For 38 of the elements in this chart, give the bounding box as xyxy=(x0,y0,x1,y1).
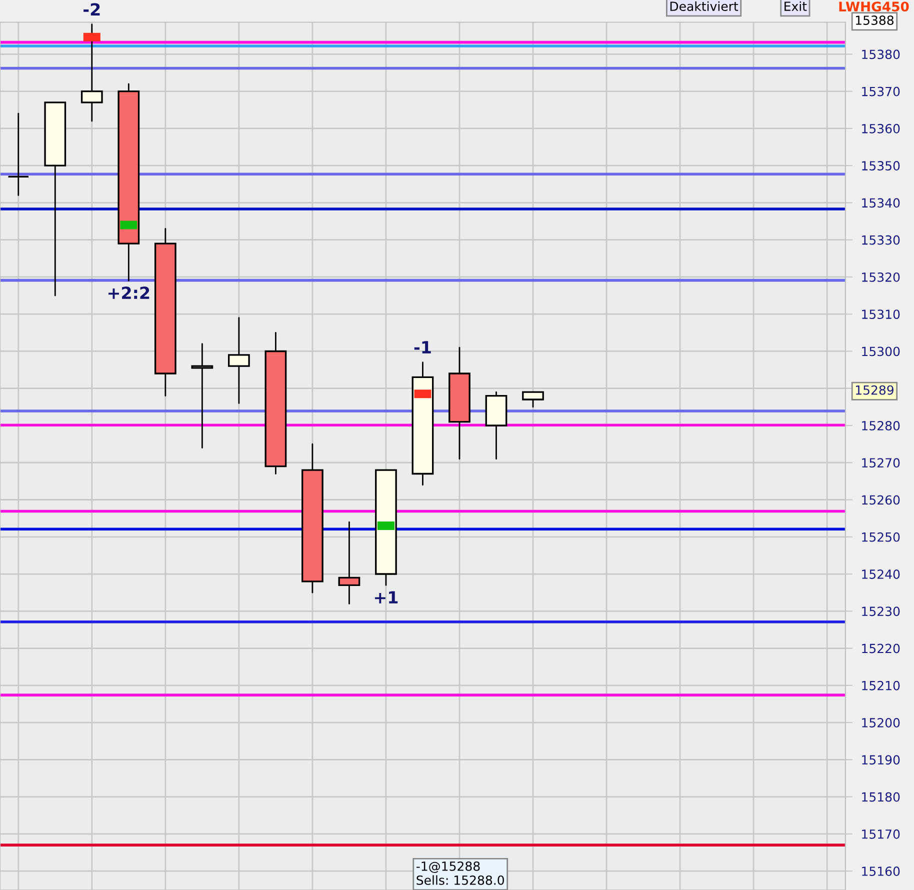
y-tick-label: 15240 xyxy=(862,569,900,579)
text: -2 xyxy=(84,3,100,16)
text: Deaktiviert xyxy=(670,1,738,12)
y-tick-label: 15210 xyxy=(862,680,900,690)
y-tick-label: 15230 xyxy=(862,606,900,616)
annotation: -1@15288 Sells: 15288.0 xyxy=(416,861,504,885)
candlestick xyxy=(191,343,214,448)
y-tick-label: 15220 xyxy=(862,644,900,654)
y-tick-label: 15360 xyxy=(862,124,900,134)
y-tick-label: 15330 xyxy=(862,235,900,245)
candlestick xyxy=(522,391,544,408)
text: LWHG450 xyxy=(839,2,909,12)
y-tick-label: 15170 xyxy=(862,829,900,839)
y-tick-label: 15370 xyxy=(862,86,900,96)
annotation: +1 xyxy=(374,591,398,604)
y-tick-label: 15310 xyxy=(862,310,900,320)
annotation: -1 xyxy=(414,341,431,354)
candlestick xyxy=(228,317,250,404)
y-tick-label: 15300 xyxy=(862,346,900,356)
text: Exit xyxy=(784,1,807,11)
y-tick-label: 15350 xyxy=(862,161,900,170)
candlestick xyxy=(80,24,103,122)
y-tick-label: 15180 xyxy=(862,792,900,802)
y-tick-label: 15270 xyxy=(862,458,900,468)
y-tick-label: 15160 xyxy=(862,866,900,876)
y-tick-label: 15250 xyxy=(862,532,900,542)
y-tick-label: 15380 xyxy=(862,50,900,60)
candlestick xyxy=(338,521,360,604)
y-tick-label: 15190 xyxy=(862,755,900,765)
y-tick-label: 15340 xyxy=(862,198,900,208)
y-tick-label: 15260 xyxy=(862,495,900,505)
y-tick-label: 15200 xyxy=(862,718,900,728)
candlestick xyxy=(7,112,30,196)
text: 15289 xyxy=(856,385,894,395)
y-tick-label: 15320 xyxy=(862,272,900,282)
annotation: +2:2 xyxy=(108,286,150,299)
text: 15388 xyxy=(856,16,894,25)
y-tick-label: 15280 xyxy=(862,420,900,430)
